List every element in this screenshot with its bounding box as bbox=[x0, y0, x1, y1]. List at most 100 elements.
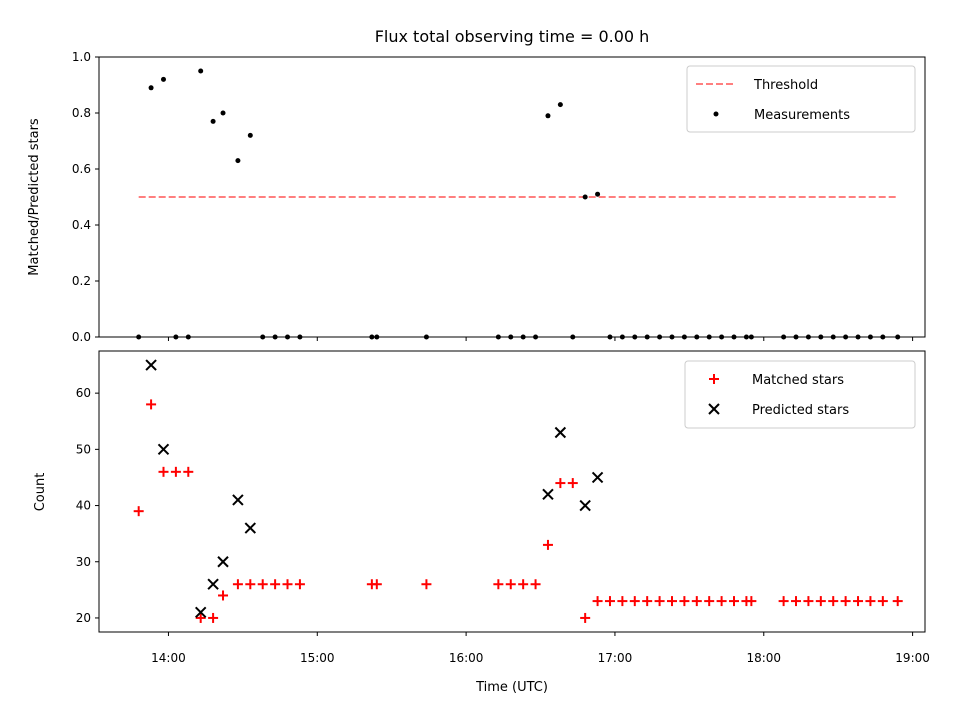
matched-star-point bbox=[815, 596, 826, 607]
matched-star-point bbox=[778, 596, 789, 607]
predicted-star-point bbox=[579, 499, 591, 512]
legend-matched-label: Matched stars bbox=[752, 373, 844, 388]
matched-star-point bbox=[294, 579, 305, 590]
matched-star-point bbox=[371, 579, 382, 590]
bottom-x-ticks: 14:00 15:00 16:00 17:00 18:00 19:00 bbox=[151, 632, 930, 665]
matched-star-point bbox=[183, 466, 194, 477]
matched-star-point bbox=[865, 596, 876, 607]
matched-star-point bbox=[592, 596, 603, 607]
top-y-tick-label: 0.2 bbox=[72, 274, 91, 288]
matched-star-point bbox=[666, 596, 677, 607]
matched-star-point bbox=[555, 478, 566, 489]
bottom-y-ticks: 20 30 40 50 60 bbox=[76, 386, 99, 625]
bottom-x-tick-label: 19:00 bbox=[895, 651, 930, 665]
measurement-point bbox=[160, 76, 166, 82]
measurement-point bbox=[545, 113, 551, 119]
matched-star-point bbox=[158, 466, 169, 477]
legend-measurements-label: Measurements bbox=[754, 108, 850, 123]
matched-star-point bbox=[232, 579, 243, 590]
bottom-y-tick-label: 50 bbox=[76, 442, 91, 456]
predicted-star-point bbox=[217, 556, 229, 568]
top-legend-box bbox=[686, 65, 916, 133]
matched-star-point bbox=[505, 579, 516, 590]
matched-star-point bbox=[530, 579, 541, 590]
matched-star-point bbox=[195, 612, 206, 623]
measurement-point bbox=[220, 110, 226, 116]
bottom-x-tick-label: 16:00 bbox=[449, 651, 484, 665]
x-axis-label: Time (UTC) bbox=[475, 680, 548, 695]
bottom-y-tick-label: 60 bbox=[76, 386, 91, 400]
bottom-y-tick-label: 30 bbox=[76, 555, 91, 569]
matched-star-point bbox=[245, 579, 256, 590]
top-y-tick-label: 0.6 bbox=[72, 162, 91, 176]
predicted-star-point bbox=[591, 471, 604, 484]
legend-measurements-swatch bbox=[713, 111, 719, 117]
bottom-axes-frame bbox=[98, 350, 926, 633]
matched-star-point bbox=[704, 596, 715, 607]
bottom-y-tick-label: 20 bbox=[76, 611, 91, 625]
matched-star-point bbox=[642, 596, 653, 607]
bottom-x-tick-label: 15:00 bbox=[300, 651, 335, 665]
matched-stars-points bbox=[133, 399, 903, 623]
top-x-ticks bbox=[167, 337, 914, 341]
measurement-point bbox=[148, 85, 154, 91]
matched-star-point bbox=[877, 596, 888, 607]
predicted-star-point bbox=[542, 488, 554, 501]
bottom-panel: Count Time (UTC) 20 30 40 50 60 14:00 15:00 16… bbox=[33, 350, 930, 695]
matched-star-point bbox=[146, 399, 157, 410]
predicted-star-point bbox=[145, 359, 157, 371]
bottom-y-axis-label: Count bbox=[33, 473, 48, 512]
bottom-x-tick-label: 18:00 bbox=[746, 651, 781, 665]
measurement-points bbox=[136, 68, 901, 340]
bottom-legend-box bbox=[684, 360, 916, 429]
measurement-point bbox=[247, 132, 253, 138]
matched-star-point bbox=[654, 596, 665, 607]
matched-star-point bbox=[691, 596, 702, 607]
matched-star-point bbox=[853, 596, 864, 607]
matched-star-point bbox=[170, 466, 181, 477]
matched-star-point bbox=[604, 596, 615, 607]
matched-star-point bbox=[218, 590, 229, 601]
bottom-legend: Matched stars Predicted stars bbox=[684, 360, 916, 429]
matched-star-point bbox=[257, 579, 268, 590]
top-panel: Flux total observing time = 0.00 h Match… bbox=[27, 27, 926, 344]
measurement-point bbox=[557, 102, 563, 108]
matched-star-point bbox=[617, 596, 628, 607]
bottom-x-tick-label: 14:00 bbox=[151, 651, 186, 665]
matched-star-point bbox=[840, 596, 851, 607]
legend-threshold-label: Threshold bbox=[753, 78, 818, 93]
matched-star-point bbox=[729, 596, 740, 607]
top-y-tick-label: 0.4 bbox=[72, 218, 91, 232]
chart-title: Flux total observing time = 0.00 h bbox=[375, 27, 650, 46]
top-y-axis-label: Matched/Predicted stars bbox=[27, 118, 42, 276]
measurement-point bbox=[582, 194, 588, 200]
matched-star-point bbox=[208, 612, 219, 623]
predicted-star-point bbox=[244, 522, 257, 534]
top-legend: Threshold Measurements bbox=[686, 65, 916, 133]
matched-star-point bbox=[133, 506, 144, 517]
predicted-star-point bbox=[207, 578, 219, 590]
matched-star-point bbox=[270, 579, 281, 590]
top-axes-frame bbox=[98, 56, 926, 338]
legend-predicted-swatch bbox=[708, 403, 720, 415]
matched-star-point bbox=[892, 596, 903, 607]
matched-star-point bbox=[493, 579, 504, 590]
predicted-star-point bbox=[554, 426, 567, 439]
matched-star-point bbox=[716, 596, 727, 607]
matched-star-point bbox=[803, 596, 814, 607]
legend-matched-swatch bbox=[709, 374, 719, 384]
predicted-star-point bbox=[157, 443, 170, 456]
matched-star-point bbox=[791, 596, 802, 607]
measurement-point bbox=[235, 158, 241, 164]
matched-star-point bbox=[567, 478, 578, 489]
matched-star-point bbox=[421, 579, 432, 590]
top-y-tick-label: 0.8 bbox=[72, 106, 91, 120]
measurement-point bbox=[595, 191, 601, 197]
matched-star-point bbox=[629, 596, 640, 607]
predicted-star-point bbox=[194, 606, 207, 619]
measurement-point bbox=[198, 68, 204, 74]
bottom-x-tick-label: 17:00 bbox=[598, 651, 633, 665]
matched-star-point bbox=[282, 579, 293, 590]
matched-star-point bbox=[679, 596, 690, 607]
